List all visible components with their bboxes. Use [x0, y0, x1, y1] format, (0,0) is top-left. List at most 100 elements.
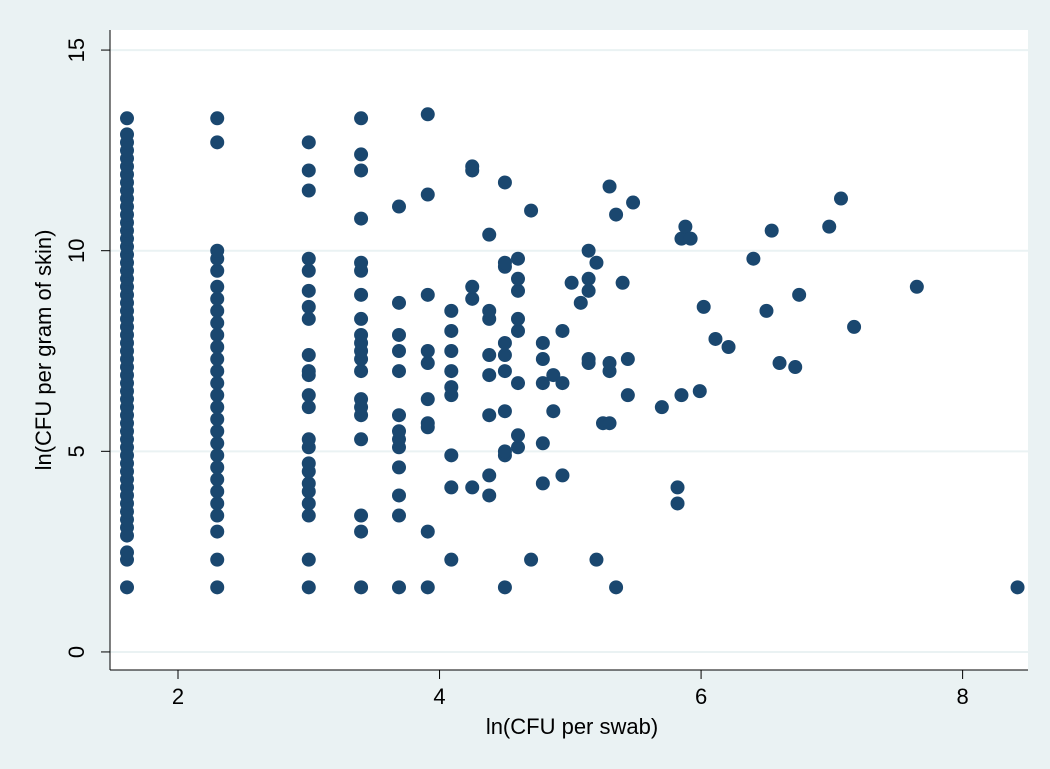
point	[301, 580, 316, 595]
point	[392, 327, 406, 342]
point	[420, 524, 435, 539]
point	[301, 496, 316, 511]
point	[497, 580, 512, 595]
point	[210, 291, 225, 306]
point	[847, 319, 862, 334]
point	[210, 364, 225, 379]
point	[392, 364, 406, 379]
point	[511, 440, 525, 455]
point	[420, 580, 435, 595]
point	[573, 295, 588, 310]
point	[210, 388, 225, 403]
point	[354, 327, 369, 342]
point	[354, 580, 369, 595]
point	[555, 323, 570, 338]
point	[354, 508, 369, 523]
point	[692, 384, 707, 399]
point	[392, 424, 406, 439]
point	[120, 580, 134, 595]
point	[210, 424, 225, 439]
point	[354, 311, 369, 326]
point	[683, 231, 698, 246]
point	[210, 524, 225, 539]
point	[444, 364, 459, 379]
point	[511, 283, 525, 298]
point	[482, 348, 497, 363]
point	[670, 480, 685, 495]
point	[497, 255, 512, 270]
point	[420, 187, 435, 202]
point	[354, 163, 369, 178]
point	[210, 279, 225, 294]
point	[482, 368, 497, 383]
point	[120, 127, 134, 142]
point	[301, 364, 316, 379]
point	[620, 352, 635, 367]
point	[497, 335, 512, 350]
point	[354, 147, 369, 162]
point	[210, 339, 225, 354]
point	[420, 107, 435, 122]
point	[301, 400, 316, 415]
point	[581, 243, 596, 258]
point	[210, 303, 225, 318]
point	[788, 360, 803, 375]
point	[210, 263, 225, 278]
y-tick-label: 15	[64, 38, 89, 62]
point	[465, 291, 480, 306]
point	[564, 275, 579, 290]
point	[354, 111, 369, 126]
point	[497, 444, 512, 459]
point	[674, 388, 689, 403]
y-axis-title: ln(CFU per gram of skin)	[31, 230, 56, 471]
point	[822, 219, 837, 234]
point	[301, 299, 316, 314]
point	[354, 287, 369, 302]
point	[354, 211, 369, 226]
point	[721, 339, 736, 354]
point	[210, 327, 225, 342]
y-tick-label: 0	[64, 646, 89, 658]
y-tick-label: 10	[64, 238, 89, 262]
point	[444, 480, 459, 495]
point	[354, 255, 369, 270]
point	[602, 356, 617, 371]
point	[535, 376, 550, 391]
point	[301, 183, 316, 198]
x-tick-label: 4	[433, 684, 445, 709]
point	[210, 448, 225, 463]
point	[210, 496, 225, 511]
point	[301, 456, 316, 471]
point	[444, 552, 459, 567]
point	[589, 255, 604, 270]
point	[392, 460, 406, 475]
x-tick-label: 8	[956, 684, 968, 709]
point	[524, 203, 539, 218]
point	[535, 436, 550, 451]
point	[581, 352, 596, 367]
point	[420, 416, 435, 431]
point	[602, 179, 617, 194]
point	[465, 279, 480, 294]
point	[301, 263, 316, 278]
point	[497, 348, 512, 363]
point	[497, 175, 512, 190]
point	[210, 472, 225, 487]
point	[626, 195, 641, 210]
x-axis-title: ln(CFU per swab)	[486, 714, 658, 739]
point	[746, 251, 761, 266]
point	[497, 364, 512, 379]
point	[301, 348, 316, 363]
point	[482, 488, 497, 503]
point	[465, 159, 480, 174]
point	[210, 243, 225, 258]
point	[546, 404, 561, 419]
point	[420, 344, 435, 359]
point	[482, 468, 497, 483]
point	[535, 335, 550, 350]
point	[301, 432, 316, 447]
point	[555, 468, 570, 483]
point	[301, 388, 316, 403]
point	[120, 545, 134, 560]
